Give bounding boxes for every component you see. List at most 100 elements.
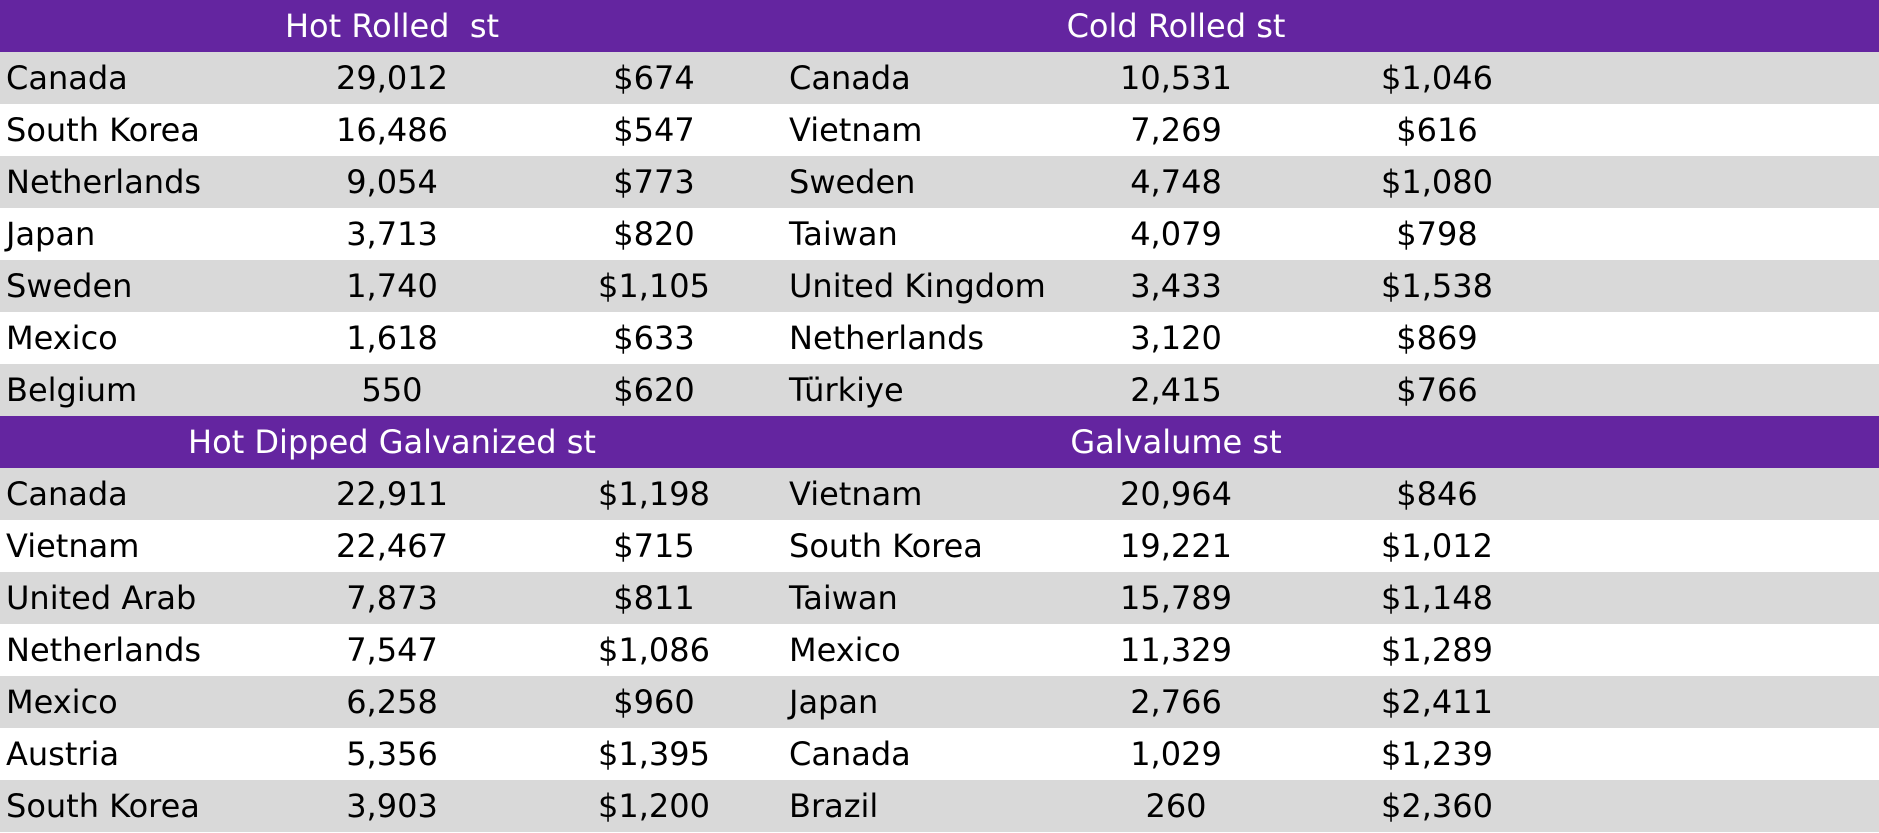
- price-cell: $1,200: [598, 787, 710, 825]
- table-row: Japan 3,713 $820 Taiwan 4,079 $798: [0, 208, 1879, 260]
- price-cell: $811: [613, 579, 695, 617]
- country-cell: Vietnam: [6, 527, 140, 565]
- country-cell: United Arab: [6, 579, 197, 617]
- country-cell: South Korea: [6, 111, 200, 149]
- tons-cell: 3,433: [1130, 267, 1222, 305]
- country-cell: Mexico: [6, 319, 118, 357]
- product-title-hot-rolled-st: Hot Rolled st: [284, 7, 500, 45]
- country-cell: Netherlands: [6, 631, 202, 669]
- price-cell: $1,086: [598, 631, 710, 669]
- price-cell: $1,289: [1381, 631, 1493, 669]
- tons-cell: 3,713: [346, 215, 438, 253]
- tons-cell: 22,911: [336, 475, 448, 513]
- price-cell: $960: [613, 683, 695, 721]
- tons-cell: 20,964: [1120, 475, 1232, 513]
- price-cell: $2,360: [1381, 787, 1493, 825]
- tons-cell: 4,079: [1130, 215, 1222, 253]
- table-row: Sweden 1,740 $1,105 United Kingdom 3,433 $1,5…: [0, 260, 1879, 312]
- table-row: South Korea 16,486 $547 Vietnam 7,269 $616: [0, 104, 1879, 156]
- country-cell: Taiwan: [789, 579, 898, 617]
- tons-cell: 2,415: [1130, 371, 1222, 409]
- country-cell: Canada: [6, 475, 128, 513]
- price-cell: $1,198: [598, 475, 710, 513]
- price-cell: $633: [613, 319, 695, 357]
- table-row: South Korea 3,903 $1,200 Brazil 260 $2,360: [0, 780, 1879, 832]
- country-cell: Austria: [6, 735, 120, 773]
- tons-cell: 1,740: [346, 267, 438, 305]
- tons-cell: 7,547: [346, 631, 438, 669]
- country-cell: United Kingdom: [789, 267, 1046, 305]
- price-cell: $1,080: [1381, 163, 1493, 201]
- country-cell: Mexico: [6, 683, 118, 721]
- country-cell: Vietnam: [789, 475, 923, 513]
- tons-cell: 19,221: [1120, 527, 1232, 565]
- table-row: Mexico 1,618 $633 Netherlands 3,120 $869: [0, 312, 1879, 364]
- tons-cell: 550: [361, 371, 423, 409]
- product-title-galvalume-st: Galvalume st: [1070, 423, 1282, 461]
- tons-cell: 29,012: [336, 59, 448, 97]
- country-cell: South Korea: [789, 527, 983, 565]
- price-cell: $1,046: [1381, 59, 1493, 97]
- tons-cell: 1,029: [1130, 735, 1222, 773]
- country-cell: Sweden: [6, 267, 133, 305]
- price-cell: $616: [1396, 111, 1478, 149]
- country-cell: Mexico: [789, 631, 901, 669]
- tons-cell: 6,258: [346, 683, 438, 721]
- country-cell: Netherlands: [6, 163, 202, 201]
- table-row: Austria 5,356 $1,395 Canada 1,029 $1,239: [0, 728, 1879, 780]
- price-cell: $773: [613, 163, 695, 201]
- section-header-row: Hot Dipped Galvanized st Galvalume st: [0, 416, 1879, 468]
- country-cell: Belgium: [6, 371, 138, 409]
- table-row: Vietnam 22,467 $715 South Korea 19,221 $1,012: [0, 520, 1879, 572]
- country-cell: Brazil: [789, 787, 879, 825]
- tons-cell: 7,269: [1130, 111, 1222, 149]
- country-cell: Sweden: [789, 163, 916, 201]
- table-row: Canada 22,911 $1,198 Vietnam 20,964 $846: [0, 468, 1879, 520]
- country-cell: Canada: [6, 59, 128, 97]
- price-cell: $1,012: [1381, 527, 1493, 565]
- price-cell: $1,148: [1381, 579, 1493, 617]
- country-cell: Netherlands: [789, 319, 985, 357]
- tons-cell: 22,467: [336, 527, 448, 565]
- price-cell: $1,239: [1381, 735, 1493, 773]
- tons-cell: 1,618: [346, 319, 438, 357]
- price-cell: $674: [613, 59, 695, 97]
- country-cell: Japan: [789, 683, 879, 721]
- table-row: Netherlands 7,547 $1,086 Mexico 11,329 $1,289: [0, 624, 1879, 676]
- price-cell: $820: [613, 215, 695, 253]
- tons-cell: 3,903: [346, 787, 438, 825]
- price-cell: $798: [1396, 215, 1478, 253]
- price-cell: $869: [1396, 319, 1478, 357]
- tons-cell: 9,054: [346, 163, 438, 201]
- section-header-row: Hot Rolled st Cold Rolled st: [0, 0, 1879, 52]
- tons-cell: 7,873: [346, 579, 438, 617]
- country-cell: Taiwan: [789, 215, 898, 253]
- table-row: Canada 29,012 $674 Canada 10,531 $1,046: [0, 52, 1879, 104]
- price-cell: $1,105: [598, 267, 710, 305]
- tons-cell: 10,531: [1120, 59, 1232, 97]
- tons-cell: 11,329: [1120, 631, 1232, 669]
- country-cell: Türkiye: [789, 371, 904, 409]
- tons-cell: 3,120: [1130, 319, 1222, 357]
- tons-cell: 16,486: [336, 111, 448, 149]
- tons-cell: 4,748: [1130, 163, 1222, 201]
- price-cell: $2,411: [1381, 683, 1493, 721]
- country-cell: South Korea: [6, 787, 200, 825]
- price-cell: $715: [613, 527, 695, 565]
- price-cell: $846: [1396, 475, 1478, 513]
- country-cell: Canada: [789, 59, 911, 97]
- table-row: Netherlands 9,054 $773 Sweden 4,748 $1,080: [0, 156, 1879, 208]
- price-cell: $1,395: [598, 735, 710, 773]
- tons-cell: 15,789: [1120, 579, 1232, 617]
- tons-cell: 2,766: [1130, 683, 1222, 721]
- table-row: Belgium 550 $620 Türkiye 2,415 $766: [0, 364, 1879, 416]
- table-row: Mexico 6,258 $960 Japan 2,766 $2,411: [0, 676, 1879, 728]
- price-cell: $620: [613, 371, 695, 409]
- tons-cell: 260: [1145, 787, 1207, 825]
- price-cell: $1,538: [1381, 267, 1493, 305]
- product-title-cold-rolled-st: Cold Rolled st: [1066, 7, 1286, 45]
- price-cell: $766: [1396, 371, 1478, 409]
- tons-cell: 5,356: [346, 735, 438, 773]
- table-row: United Arab 7,873 $811 Taiwan 15,789 $1,148: [0, 572, 1879, 624]
